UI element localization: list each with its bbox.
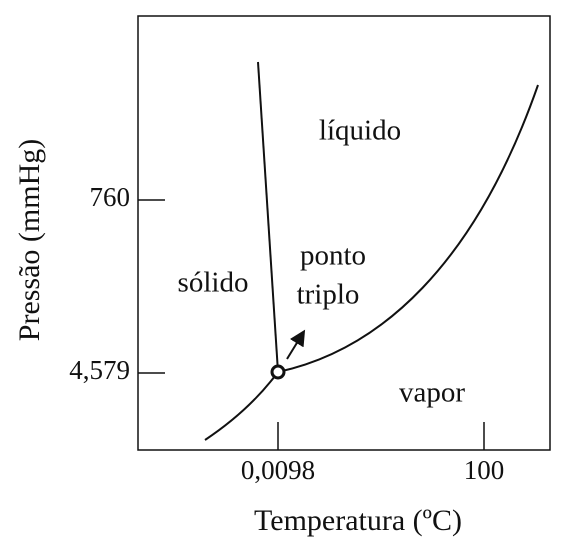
region-label: vapor <box>399 377 465 409</box>
plot-frame <box>137 15 551 451</box>
region-label: sólido <box>178 267 249 299</box>
arrow <box>286 329 306 360</box>
x-tick-label: 100 <box>464 455 505 485</box>
fusion-curve <box>257 61 279 373</box>
x-axis-label: Temperatura (ºC) <box>254 504 462 537</box>
annotation: triplo <box>297 279 360 311</box>
x-tick-label: 0,0098 <box>241 455 315 485</box>
y-tick-label: 4,579 <box>69 355 130 385</box>
vaporization-curve <box>277 84 539 373</box>
sublimation-curve <box>204 371 279 441</box>
annotation: ponto <box>300 240 366 272</box>
y-tick-label: 760 <box>90 182 131 212</box>
y-axis-label: Pressão (mmHg) <box>13 139 46 341</box>
triple-point <box>270 364 286 380</box>
region-label: líquido <box>319 115 401 147</box>
